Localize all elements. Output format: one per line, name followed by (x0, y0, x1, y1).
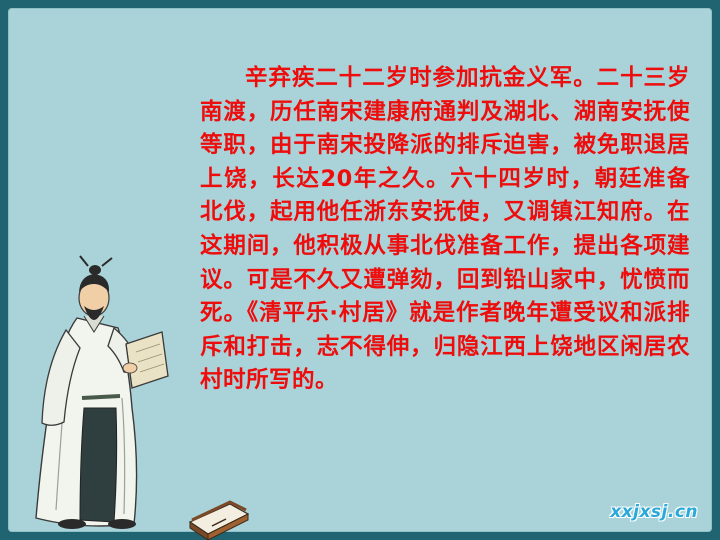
body-paragraph: 辛弃疾二十二岁时参加抗金义军。二十三岁南渡，历任南宋建康府通判及湖北、湖南安抚使… (200, 65, 690, 394)
closed-book-icon (188, 500, 250, 540)
watermark: xxjxsj.cn (610, 502, 698, 522)
slide-panel: 辛弃疾二十二岁时参加抗金义军。二十三岁南渡，历任南宋建康府通判及湖北、湖南安抚使… (8, 8, 712, 540)
scholar-holding-book-icon (35, 255, 169, 529)
